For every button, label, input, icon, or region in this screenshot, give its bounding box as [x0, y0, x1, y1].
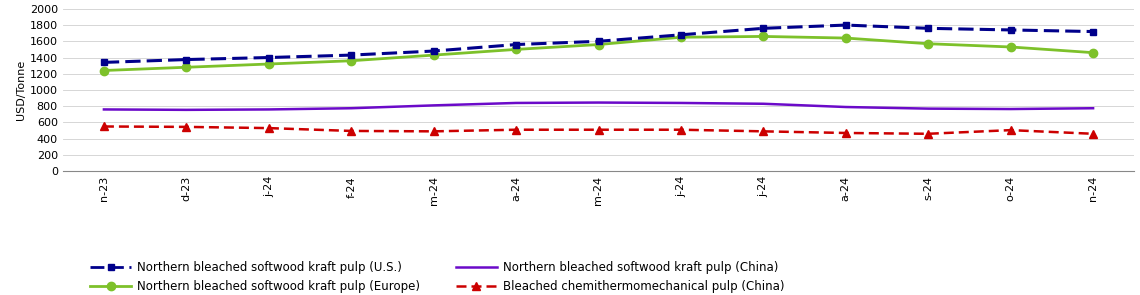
Y-axis label: USD/Tonne: USD/Tonne [16, 60, 25, 120]
Legend: Northern bleached softwood kraft pulp (U.S.), Northern bleached softwood kraft p: Northern bleached softwood kraft pulp (U… [90, 261, 784, 293]
